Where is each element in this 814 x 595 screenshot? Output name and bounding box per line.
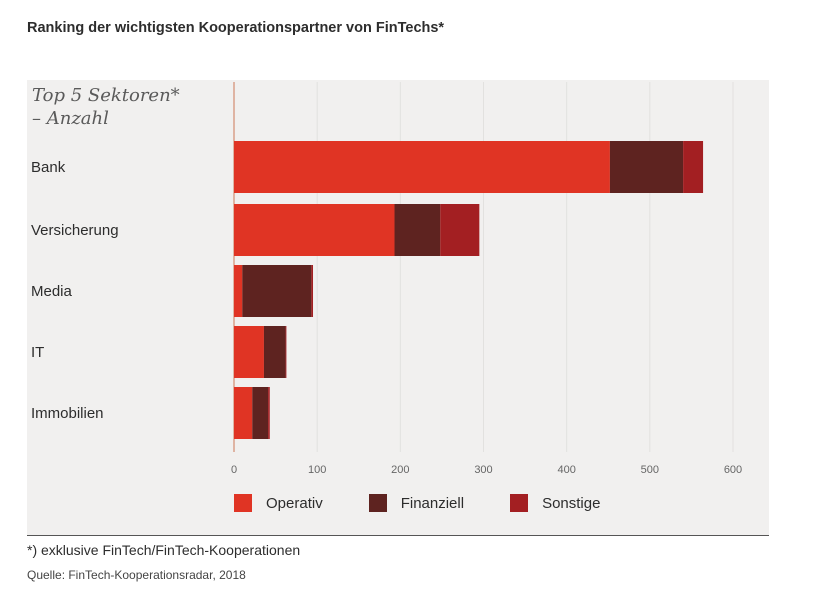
bar-segment (234, 265, 243, 317)
source-note: Quelle: FinTech-Kooperationsradar, 2018 (27, 568, 246, 582)
bar-segment (242, 265, 312, 317)
bar-segment (285, 326, 287, 378)
bar-segment (609, 141, 684, 193)
x-tick-label: 500 (641, 464, 659, 476)
divider (27, 535, 769, 536)
bar-segment (683, 141, 704, 193)
bar-segment (263, 326, 286, 378)
bar-segment (440, 204, 480, 256)
bar-segment (234, 204, 395, 256)
bar-segment (394, 204, 441, 256)
x-tick-label: 0 (231, 464, 237, 476)
bar-segment (311, 265, 314, 317)
x-tick-label: 300 (474, 464, 492, 476)
x-tick-label: 100 (308, 464, 326, 476)
category-label: Immobilien (31, 405, 104, 422)
chart-subtitle: Top 5 Sektoren* – Anzahl (32, 84, 212, 130)
legend-item: Sonstige (510, 494, 600, 512)
x-tick-label: 200 (391, 464, 409, 476)
category-label: Bank (31, 159, 66, 176)
legend-label: Finanziell (400, 494, 465, 512)
legend-swatch (510, 494, 529, 512)
category-label: Media (31, 283, 73, 300)
subtitle-line-1: Top 5 Sektoren* (32, 85, 180, 106)
bar-segment (234, 326, 264, 378)
legend-item: Operativ (234, 494, 323, 512)
legend-label: Operativ (266, 494, 323, 512)
category-label: IT (31, 344, 44, 361)
x-tick-label: 400 (557, 464, 575, 476)
bar-segment (252, 387, 269, 439)
legend-label: Sonstige (542, 494, 601, 512)
legend-item: Finanziell (368, 494, 465, 512)
legend-swatch (234, 494, 252, 512)
subtitle-line-2: – Anzahl (32, 108, 109, 129)
legend-swatch (368, 494, 387, 512)
category-label: Versicherung (31, 222, 119, 239)
bar-segment (268, 387, 270, 439)
bar-segment (234, 141, 610, 193)
x-tick-label: 600 (724, 464, 742, 476)
bar-segment (234, 387, 253, 439)
footnote: *) exklusive FinTech/FinTech-Kooperation… (27, 542, 301, 558)
chart-legend: Operativ Finanziell Sonstige (234, 494, 646, 512)
chart-title: Ranking der wichtigsten Kooperationspart… (27, 20, 445, 36)
